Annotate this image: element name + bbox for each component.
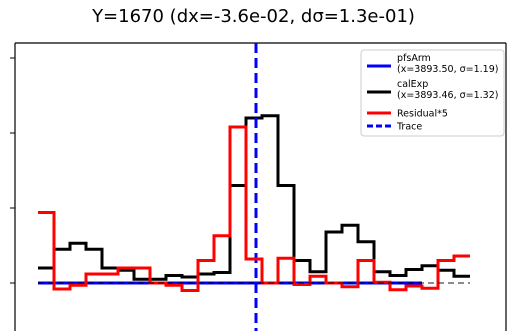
legend-sublabel-pfsarm: (x=3893.50, σ=1.19) (397, 64, 498, 75)
legend-sublabel-calexp: (x=3893.46, σ=1.32) (397, 90, 498, 101)
legend-box (360, 49, 505, 137)
series-calexp (38, 114, 470, 281)
y-ticks (10, 57, 15, 284)
legend-label-pfsarm: pfsArm (397, 53, 431, 64)
series-residual (38, 125, 470, 292)
legend: pfsArm(x=3893.50, σ=1.19) calExp(x=3893.4… (360, 49, 505, 137)
series-layer (38, 43, 470, 331)
legend-label-residual-5: Residual*5 (397, 109, 448, 120)
chart-title: Y=1670 (dx=-3.6e-02, dσ=1.3e-01) (92, 6, 415, 27)
legend-label-calexp: calExp (397, 79, 428, 90)
legend-label-trace: Trace (396, 122, 422, 133)
